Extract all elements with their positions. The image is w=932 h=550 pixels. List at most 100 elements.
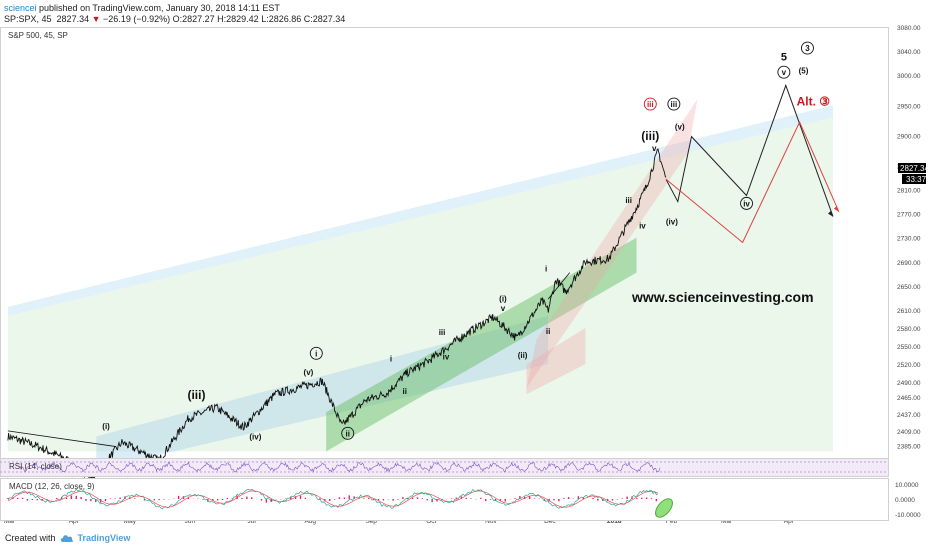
indicator-layer: 10.0000 0.0000 -10.0000 bbox=[0, 458, 921, 521]
wave-label-circle bbox=[801, 41, 814, 55]
y-tick-label: 2950.00 bbox=[897, 103, 921, 110]
wave-label: ii bbox=[546, 327, 550, 336]
x-tick-label: Feb bbox=[666, 518, 678, 525]
y-tick-label: 2550.00 bbox=[897, 344, 921, 351]
wave-label: iii bbox=[671, 100, 678, 109]
wave-label-circle bbox=[740, 196, 753, 210]
price-layer bbox=[7, 148, 667, 482]
signal-line bbox=[7, 490, 659, 508]
projection-alternate bbox=[665, 120, 840, 244]
footer: Created with TradingView bbox=[5, 533, 130, 543]
watermark: www.scienceinvesting.com bbox=[631, 289, 814, 305]
y-tick-label: 2650.00 bbox=[897, 284, 921, 291]
y-tick-label: 2409.00 bbox=[897, 429, 921, 436]
projection-layer bbox=[665, 83, 840, 244]
macd-tick-label: 0.0000 bbox=[895, 497, 915, 504]
tradingview-logo[interactable]: TradingView bbox=[77, 533, 131, 543]
red-channel-2 bbox=[526, 99, 698, 389]
rsi-pane bbox=[0, 458, 889, 477]
countdown-tag bbox=[902, 174, 926, 184]
y-tick-label: 2437.00 bbox=[897, 412, 921, 419]
macd-tick-label: 10.0000 bbox=[895, 482, 919, 489]
x-tick-label: Oct bbox=[426, 518, 436, 525]
x-tick-label: Aug bbox=[304, 518, 316, 525]
wave-label: v bbox=[782, 68, 787, 77]
rsi-title: RSI (14, close) bbox=[9, 462, 62, 471]
green-channel bbox=[326, 237, 637, 452]
wave-label: iii bbox=[439, 328, 446, 337]
created-with-text: Created with bbox=[5, 533, 56, 543]
wave-label: i bbox=[390, 355, 392, 364]
y-tick-label: 2520.00 bbox=[897, 362, 921, 369]
ohlc-text: O:2827.27 H:2829.42 L:2826.86 C:2827.34 bbox=[172, 14, 346, 24]
y-tick-label: 2610.00 bbox=[897, 308, 921, 315]
wave-label: (v) bbox=[675, 122, 685, 131]
last-price-tag bbox=[898, 163, 926, 173]
wave-label: (i) bbox=[499, 294, 507, 303]
y-tick-label: 2730.00 bbox=[897, 236, 921, 243]
x-tick-label: Nov bbox=[485, 518, 497, 525]
rsi-line bbox=[19, 461, 661, 473]
macd-line bbox=[7, 488, 659, 510]
macd-title: MACD (12, 26, close, 9) bbox=[9, 482, 95, 491]
macd-tick-label: -10.0000 bbox=[895, 512, 921, 519]
published-text: published on TradingView.com, January 30… bbox=[39, 3, 280, 13]
channel-layer bbox=[7, 99, 833, 470]
x-tick-label: Apr bbox=[784, 518, 795, 525]
wave-label: (iv) bbox=[666, 217, 678, 226]
wave-label: Alt. ③ bbox=[797, 94, 831, 108]
wave-label: iv bbox=[639, 222, 646, 231]
early-trendline bbox=[7, 430, 116, 447]
wave-label-layer: (i)(iii)(iv)(v)iiiiiiiiiiv(i)v(ii)iiiiii… bbox=[102, 41, 831, 441]
wave-label: iv bbox=[443, 352, 450, 361]
down-triangle-icon: ▼ bbox=[91, 14, 101, 24]
x-tick-label: Dec bbox=[544, 518, 556, 525]
change-text: −26.19 (−0.92%) bbox=[103, 14, 171, 24]
countdown-label: 33:37 bbox=[906, 175, 927, 184]
tradingview-cloud-icon bbox=[60, 534, 73, 542]
wave-label: iii bbox=[647, 100, 654, 109]
y-tick-label: 3000.00 bbox=[897, 73, 921, 80]
x-tick-label: Sep bbox=[365, 518, 377, 525]
wave-label: (5) bbox=[799, 66, 809, 75]
price-series-line bbox=[7, 148, 667, 482]
y-tick-label: 2810.00 bbox=[897, 188, 921, 195]
x-tick-label: Jun bbox=[185, 518, 196, 525]
wave-label-circle bbox=[309, 346, 323, 360]
wave-label: i bbox=[545, 264, 547, 273]
y-tick-label: 2580.00 bbox=[897, 326, 921, 333]
x-tick-label: Apr bbox=[69, 518, 80, 525]
wave-label: (iii) bbox=[187, 388, 205, 402]
wave-label: 5 bbox=[781, 52, 787, 64]
triangle-upper-line bbox=[547, 272, 571, 300]
y-tick-label: 2490.00 bbox=[897, 380, 921, 387]
x-tick-label: 2018 bbox=[607, 518, 622, 525]
projection-primary bbox=[665, 83, 834, 217]
wave-label: 3 bbox=[805, 44, 810, 53]
upper-channel-band bbox=[7, 105, 833, 316]
wave-label: (v) bbox=[304, 368, 314, 377]
y-tick-label: 2465.00 bbox=[897, 395, 921, 402]
y-tick-label: 2690.00 bbox=[897, 260, 921, 267]
header-line-1: sciencei published on TradingView.com, J… bbox=[4, 3, 280, 13]
projection-arrowhead bbox=[827, 210, 833, 217]
y-tick-label: 2385.00 bbox=[897, 443, 921, 450]
wave-label-circle bbox=[667, 97, 681, 111]
y-tick-label: 3040.00 bbox=[897, 49, 921, 56]
y-tick-label: 2770.00 bbox=[897, 212, 921, 219]
symbol-text: SP:SPX, 45 bbox=[4, 14, 52, 24]
author-link[interactable]: sciencei bbox=[4, 3, 37, 13]
wave-label: (iii) bbox=[641, 129, 659, 143]
x-tick-label: Mar bbox=[721, 518, 733, 525]
wave-label: (iv) bbox=[249, 432, 261, 441]
wave-label-circle bbox=[643, 97, 657, 111]
wave-label: ii bbox=[346, 429, 350, 438]
wave-label: iii bbox=[625, 196, 632, 205]
projection-arrowhead bbox=[833, 205, 839, 212]
last-price-label: 2827.34 bbox=[900, 164, 929, 173]
wave-label: v bbox=[501, 304, 506, 313]
wave-label-circle bbox=[341, 426, 355, 440]
macd-highlight-ellipse bbox=[655, 498, 673, 518]
wave-label: i bbox=[315, 349, 317, 358]
